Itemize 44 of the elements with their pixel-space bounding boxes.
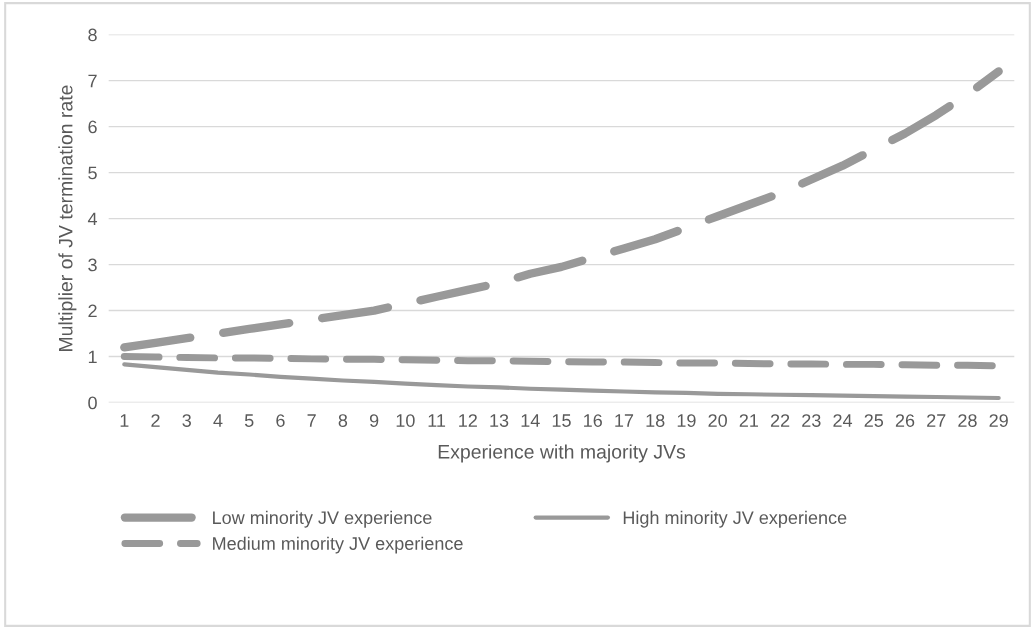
x-tick-label: 28 (958, 414, 977, 427)
y-tick-label: 6 (88, 120, 97, 134)
line-series (122, 362, 1001, 401)
x-tick-label: 18 (646, 414, 665, 427)
x-tick-label: 21 (739, 414, 759, 427)
x-tick-label: 16 (584, 414, 602, 427)
y-tick-label: 0 (88, 396, 97, 410)
x-tick-label: 5 (244, 414, 254, 427)
x-tick-label: 1 (120, 414, 129, 427)
x-tick-label: 24 (833, 414, 853, 427)
y-tick-label: 5 (88, 166, 97, 180)
y-axis-title: Multiplier of JV termination rate (58, 85, 77, 351)
x-tick-label: 20 (708, 414, 727, 427)
x-tick-label: 22 (770, 414, 790, 427)
x-tick-label: 2 (151, 414, 160, 427)
y-tick-label: 3 (88, 258, 97, 272)
y-tick-label: 7 (88, 74, 97, 88)
x-tick-label: 14 (521, 414, 540, 427)
x-axis-title: Experience with majority JVs (438, 444, 686, 463)
x-tick-label: 10 (396, 414, 415, 427)
x-tick-label: 11 (428, 414, 446, 427)
y-tick-label: 8 (88, 28, 97, 42)
legend-label: Medium minority JV experience (213, 536, 463, 554)
x-tick-label: 7 (307, 414, 316, 427)
x-tick-label: 25 (864, 414, 884, 427)
x-tick-label: 27 (927, 414, 946, 427)
x-tick-label: 19 (677, 414, 696, 427)
x-tick-label: 8 (338, 414, 348, 427)
x-tick-label: 26 (895, 414, 915, 427)
y-tick-label: 1 (88, 350, 97, 364)
x-tick-label: 6 (276, 414, 285, 427)
x-tick-label: 13 (490, 414, 509, 427)
x-tick-label: 4 (213, 414, 223, 427)
y-tick-label: 4 (87, 212, 98, 226)
y-tick-label: 2 (88, 304, 97, 318)
legend-label: High minority JV experience (623, 510, 847, 528)
x-tick-label: 12 (459, 414, 477, 427)
x-tick-label: 9 (369, 414, 379, 427)
x-tick-label: 23 (802, 414, 821, 427)
x-tick-label: 3 (182, 414, 191, 427)
x-tick-label: 17 (615, 414, 634, 427)
x-tick-label: 29 (989, 414, 1008, 427)
legend-label: Low minority JV experience (213, 510, 432, 528)
x-tick-label: 15 (552, 414, 571, 427)
